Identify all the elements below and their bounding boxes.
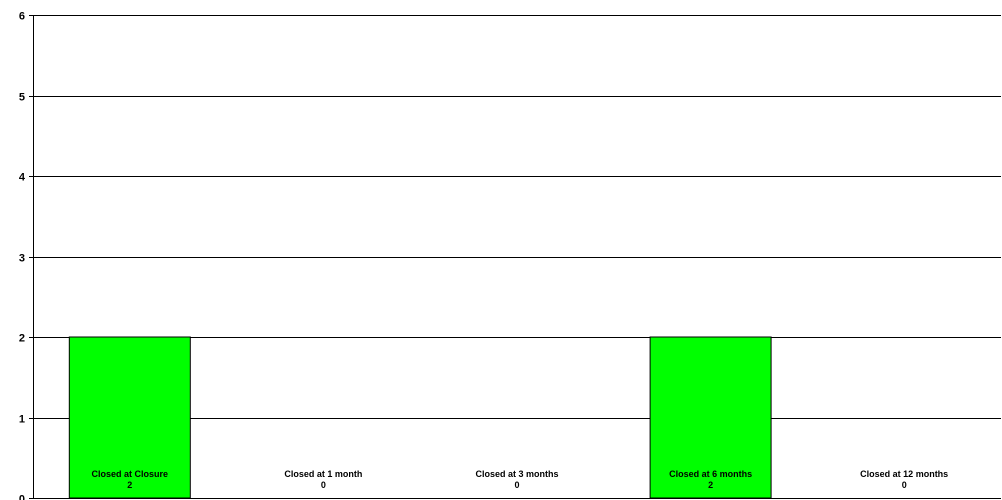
y-tick-label-3: 3 — [19, 253, 25, 265]
value-label-1: 0 — [321, 480, 326, 490]
y-tick-label-0: 0 — [19, 494, 25, 500]
y-tick-label-2: 2 — [19, 333, 25, 345]
value-label-0: 2 — [127, 480, 132, 490]
category-label-4: Closed at 12 months — [860, 469, 948, 479]
bars — [68, 336, 772, 499]
category-label-0: Closed at Closure — [92, 469, 169, 479]
value-label-4: 0 — [902, 480, 907, 490]
category-label-2: Closed at 3 months — [475, 469, 558, 479]
category-label-1: Closed at 1 month — [284, 469, 362, 479]
y-tick-label-1: 1 — [19, 414, 25, 426]
y-tick-label-4: 4 — [19, 172, 26, 184]
value-label-2: 0 — [514, 480, 519, 490]
y-tick-label-6: 6 — [19, 11, 25, 23]
gridlines — [33, 15, 1001, 419]
value-label-3: 2 — [708, 480, 713, 490]
axes — [29, 15, 1001, 499]
y-tick-label-5: 5 — [19, 92, 25, 104]
bar-3 — [649, 336, 772, 499]
category-label-3: Closed at 6 months — [669, 469, 752, 479]
